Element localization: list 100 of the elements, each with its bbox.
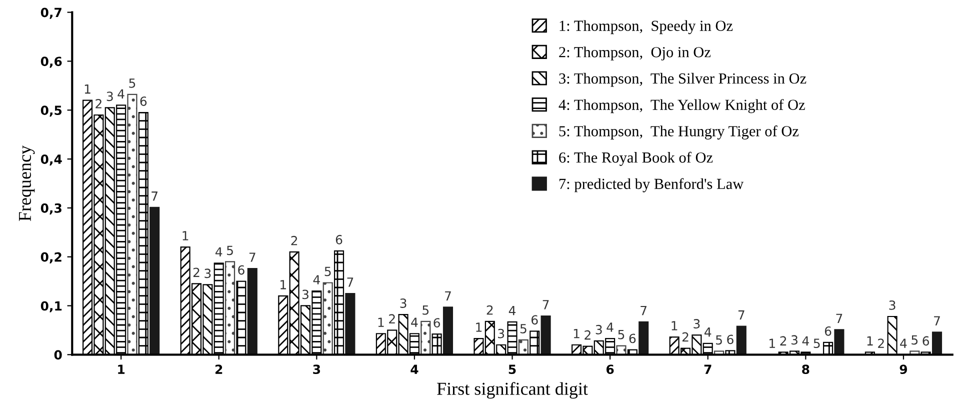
legend-label: 2: Thompson, Ojo in Oz <box>559 46 711 60</box>
annotation: 2 <box>682 332 688 342</box>
annotation: 4 <box>411 318 418 327</box>
bar <box>150 206 160 355</box>
x-axis-title: First significant digit <box>437 382 588 399</box>
annotation: 3 <box>791 335 798 345</box>
annotation: 6 <box>532 315 538 325</box>
legend-label: 6: The Royal Book of Oz <box>559 152 713 166</box>
annotation: 3 <box>400 298 406 308</box>
annotation: 5 <box>129 78 136 88</box>
y-tick-label: 0,2 <box>40 252 62 264</box>
annotation: 7 <box>347 278 354 287</box>
x-tick-label: 7 <box>704 364 712 374</box>
annotation: 3 <box>204 268 211 278</box>
annotation: 6 <box>434 318 440 328</box>
annotation: 2 <box>584 330 590 340</box>
annotation: 4 <box>118 89 124 98</box>
x-tick-label: 1 <box>118 364 125 374</box>
bar <box>127 94 138 355</box>
y-axis-title: Frequency <box>19 145 35 222</box>
bar <box>322 282 333 355</box>
annotation: 3 <box>302 290 308 300</box>
annotation: 1 <box>84 84 90 94</box>
annotation: 3 <box>596 324 602 334</box>
annotation: 4 <box>508 306 516 316</box>
y-tick-label: 0 <box>54 350 62 360</box>
y-tick-label: 0,6 <box>40 56 62 68</box>
annotation: 1 <box>476 322 482 332</box>
annotation: 2 <box>878 338 884 348</box>
annotation: 2 <box>780 336 786 346</box>
annotation: 7 <box>738 310 744 320</box>
annotation: 2 <box>486 305 493 315</box>
annotation: 6 <box>629 334 636 344</box>
annotation: 1 <box>672 321 678 330</box>
y-tick-label: 0,1 <box>40 301 62 312</box>
annotation: 2 <box>193 268 200 277</box>
bar <box>518 339 528 355</box>
annotation: 6 <box>336 234 342 244</box>
x-tick-label: 9 <box>900 364 908 374</box>
annotation: 1 <box>280 280 286 290</box>
annotation: 2 <box>389 314 395 324</box>
annotation: 5 <box>618 330 624 340</box>
annotation: 7 <box>836 314 842 323</box>
annotation: 3 <box>694 319 700 328</box>
annotation: 5 <box>227 246 233 256</box>
bar <box>834 329 844 355</box>
annotation: 7 <box>542 300 549 310</box>
annotation: 7 <box>640 306 647 316</box>
annotation: 4 <box>900 338 907 348</box>
x-tick-label: 3 <box>313 364 320 374</box>
y-tick-label: 0,7 <box>40 8 62 19</box>
annotation: 6 <box>238 265 244 275</box>
bar <box>638 321 649 355</box>
annotation: 2 <box>291 236 298 246</box>
annotation: 6 <box>824 326 832 336</box>
annotation: 6 <box>140 96 147 106</box>
y-tick-label: 0,3 <box>40 203 62 214</box>
legend-label: 3: Thompson, The Silver Princess in Oz <box>559 72 806 87</box>
y-tick-label: 0,4 <box>40 154 62 166</box>
x-tick-label: 6 <box>606 364 614 374</box>
annotation: 1 <box>378 318 384 327</box>
annotation: 4 <box>704 328 712 337</box>
annotation: 7 <box>445 291 451 300</box>
annotation: 4 <box>313 275 320 284</box>
y-tick-label: 0,5 <box>40 106 62 117</box>
bar <box>225 261 236 355</box>
legend-label: 7: predicted by Benford's Law <box>559 178 744 192</box>
legend-label: 5: Thompson, The Hungry Tiger of Oz <box>559 125 799 140</box>
bar <box>442 306 454 355</box>
annotation: 7 <box>934 316 940 326</box>
annotation: 3 <box>498 328 504 338</box>
x-tick-label: 8 <box>802 364 810 374</box>
x-tick-label: 5 <box>508 364 516 374</box>
annotation: 1 <box>867 336 873 346</box>
annotation: 4 <box>606 322 614 332</box>
bar <box>420 320 431 355</box>
annotation: 4 <box>802 336 809 346</box>
bar <box>540 315 551 355</box>
annotation: 3 <box>889 300 896 310</box>
bar <box>932 332 942 355</box>
annotation: 5 <box>716 335 722 345</box>
annotation: 3 <box>106 92 113 102</box>
bar <box>247 268 258 355</box>
annotation: 5 <box>814 338 820 348</box>
annotation: 6 <box>727 334 734 344</box>
bar <box>616 345 626 355</box>
annotation: 1 <box>182 231 188 240</box>
annotation: 2 <box>96 98 102 108</box>
legend-label: 4: Thompson, The Yellow Knight of Oz <box>558 99 805 114</box>
annotation: 6 <box>922 336 930 346</box>
annotation: 1 <box>574 328 580 338</box>
x-tick-label: 2 <box>215 364 222 374</box>
annotation: 7 <box>152 192 158 201</box>
annotation: 5 <box>422 306 429 315</box>
bar <box>736 326 746 355</box>
bar <box>345 292 356 355</box>
annotation: 5 <box>912 335 918 345</box>
annotation: 5 <box>520 324 526 334</box>
legend-label: 1: Thompson, Speedy in Oz <box>560 20 733 34</box>
x-tick-label: 4 <box>410 364 418 374</box>
